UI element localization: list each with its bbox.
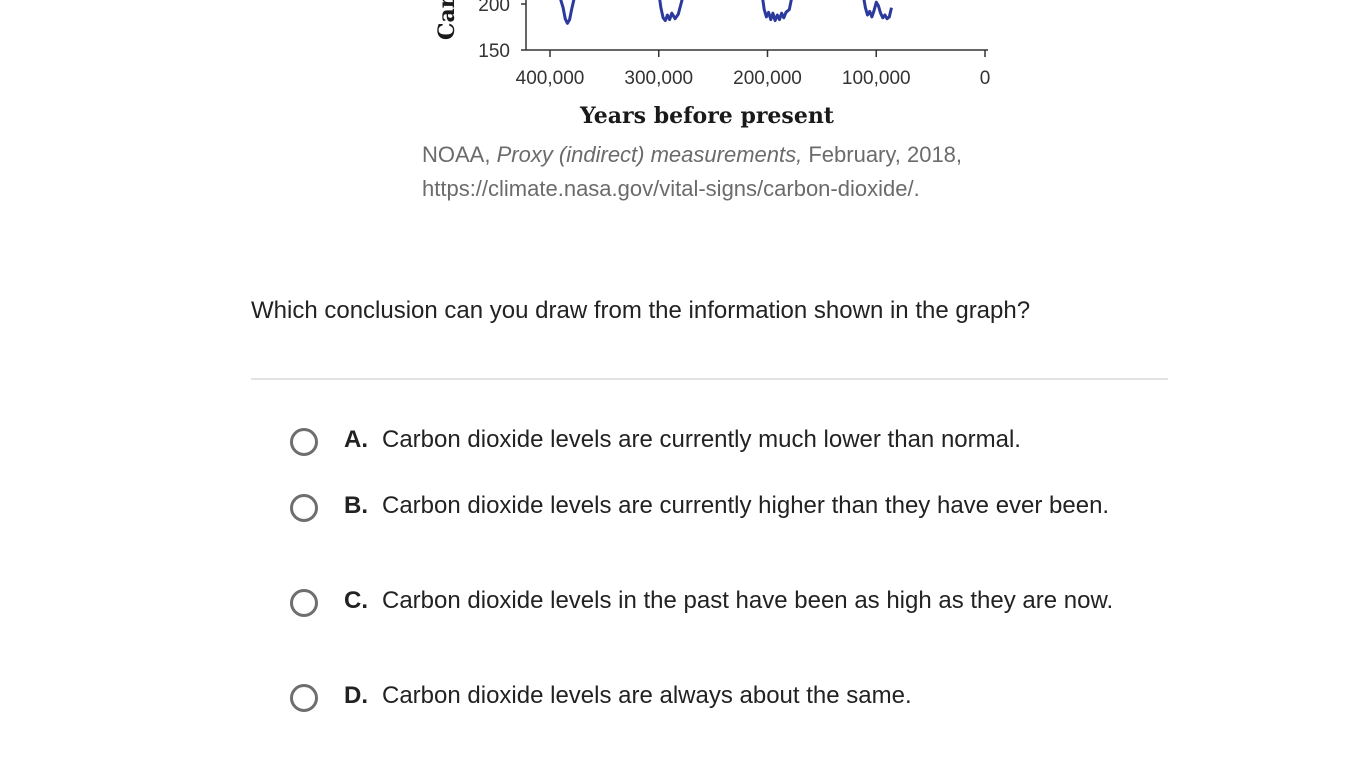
x-tick-label: 300,000: [624, 68, 693, 89]
citation: NOAA, Proxy (indirect) measurements, Feb…: [422, 138, 1042, 206]
citation-suffix: February, 2018,: [802, 142, 963, 167]
option-b[interactable]: B. Carbon dioxide levels are currently h…: [290, 492, 1142, 522]
series-line: [658, 0, 684, 23]
option-a-letter: A.: [344, 426, 368, 453]
divider: [251, 378, 1168, 380]
x-axis-title: Years before present: [579, 103, 835, 129]
option-c-text: Carbon dioxide levels in the past have b…: [382, 587, 1114, 614]
y-tick-label: 150: [478, 41, 510, 62]
option-b-text: Carbon dioxide levels are currently high…: [382, 492, 1110, 519]
citation-title: Proxy (indirect) measurements,: [496, 142, 803, 167]
x-tick-label: 0: [980, 68, 991, 89]
citation-url: https://climate.nasa.gov/vital-signs/car…: [422, 176, 920, 201]
co2-chart: 400,000 300,000 200,000 100,000 0 200 150 Car Ye…: [434, 0, 990, 129]
option-a-text: Carbon dioxide levels are currently much…: [382, 426, 1021, 453]
y-axis-label: Car: [434, 0, 460, 40]
option-d-text: Carbon dioxide levels are always about t…: [382, 682, 912, 709]
radio-button-a[interactable]: [290, 428, 318, 456]
series-line: [559, 0, 576, 25]
option-c-letter: C.: [344, 587, 368, 614]
series-line: [862, 0, 893, 21]
option-d[interactable]: D. Carbon dioxide levels are always abou…: [290, 682, 1142, 712]
option-c[interactable]: C. Carbon dioxide levels in the past hav…: [290, 587, 1142, 617]
x-tick-label: 100,000: [842, 68, 911, 89]
radio-button-c[interactable]: [290, 589, 318, 617]
chart-layer: 400,000 300,000 200,000 100,000 0 200 150 Car Ye…: [434, 0, 990, 129]
y-tick-label: 200: [478, 0, 510, 16]
option-a[interactable]: A. Carbon dioxide levels are currently m…: [290, 426, 1142, 456]
question-text: Which conclusion can you draw from the i…: [251, 297, 1031, 324]
radio-button-d[interactable]: [290, 684, 318, 712]
radio-button-b[interactable]: [290, 494, 318, 522]
series-line: [761, 0, 793, 23]
x-tick-label: 200,000: [733, 68, 802, 89]
x-tick-label: 400,000: [516, 68, 585, 89]
option-b-letter: B.: [344, 492, 368, 519]
option-d-letter: D.: [344, 682, 368, 709]
citation-prefix: NOAA,: [422, 142, 497, 167]
